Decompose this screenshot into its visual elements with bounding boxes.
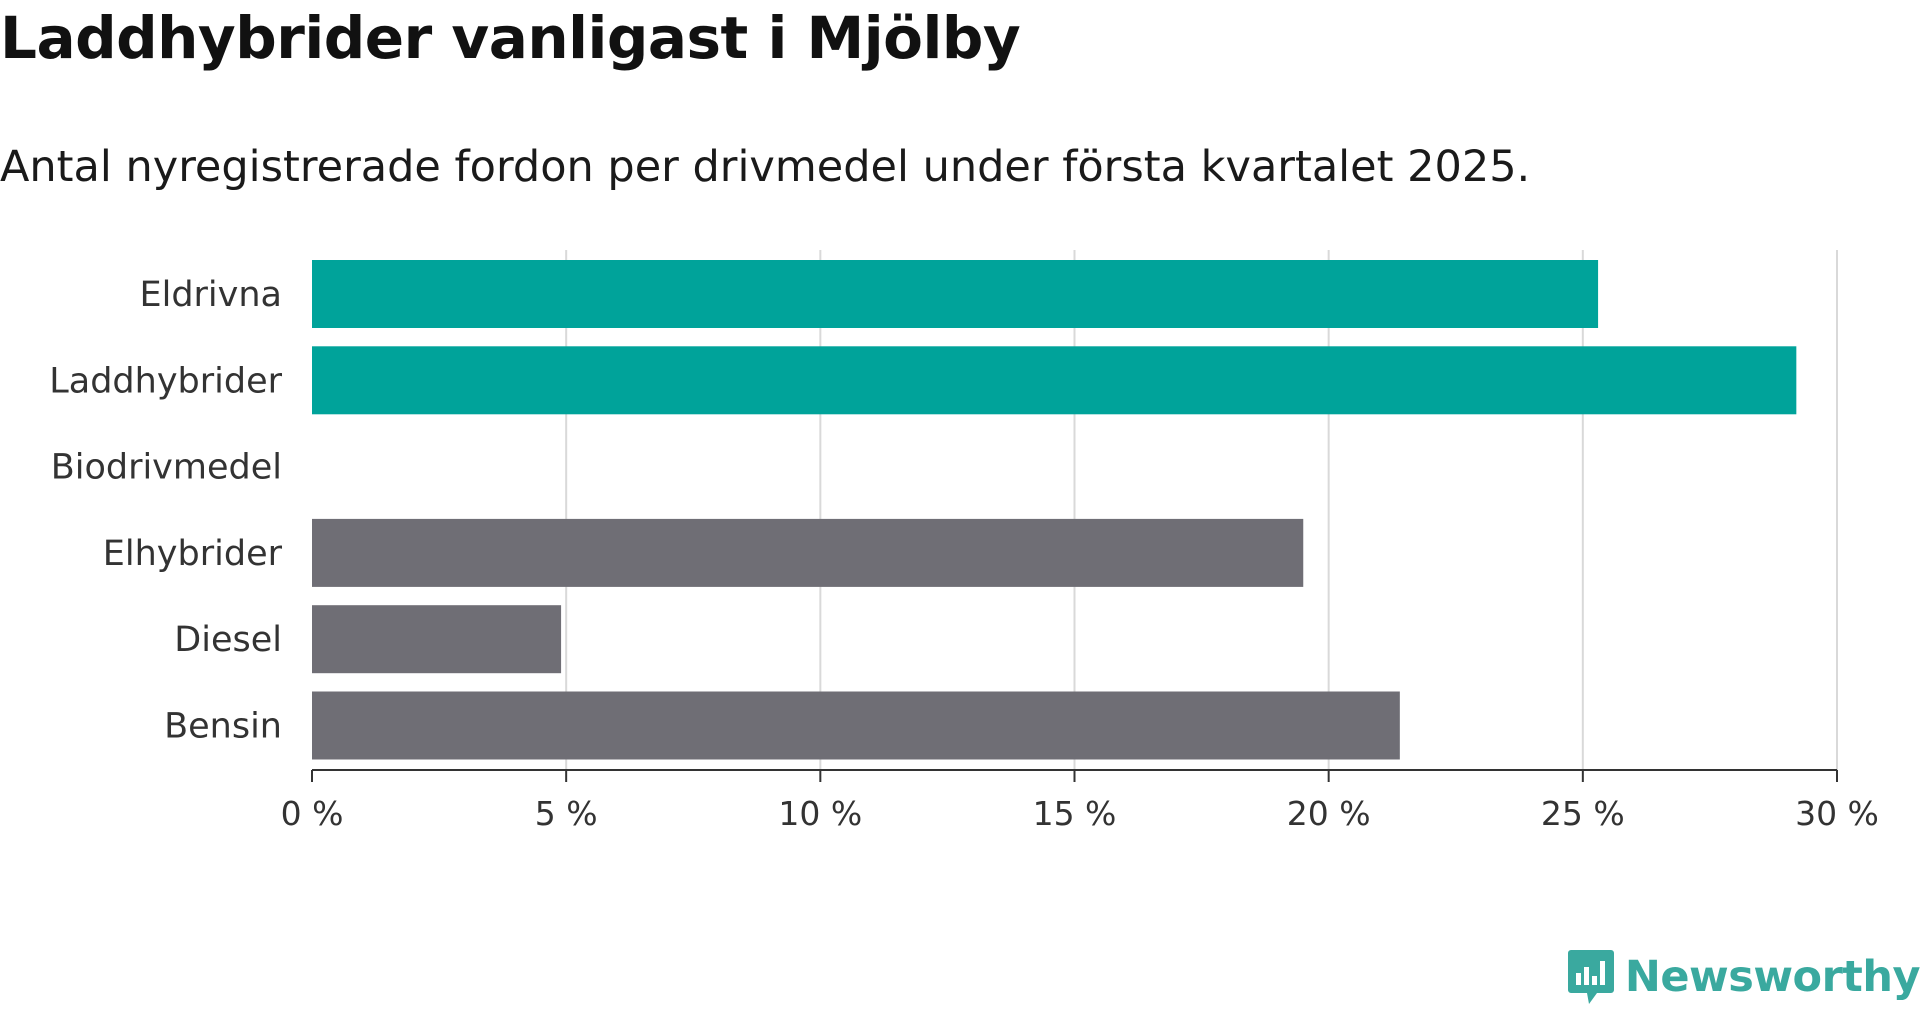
x-tick-label: 20 % bbox=[1287, 794, 1371, 833]
category-label: Diesel bbox=[174, 620, 282, 660]
chart-subtitle: Antal nyregistrerade fordon per drivmede… bbox=[0, 142, 1531, 192]
bar-elhybrider bbox=[312, 518, 1304, 587]
category-label: Biodrivmedel bbox=[51, 448, 282, 488]
tick-labels: 0 % 5 % 10 % 15 % 20 % 25 % 30 % bbox=[281, 794, 1879, 833]
brand-logo: Newsworthy bbox=[1567, 948, 1920, 1006]
brand-name: Newsworthy bbox=[1624, 952, 1920, 1002]
bar-bensin bbox=[312, 691, 1400, 760]
bars bbox=[312, 260, 1797, 760]
x-tick-label: 5 % bbox=[535, 794, 598, 833]
x-tick-label: 0 % bbox=[281, 794, 344, 833]
category-label: Bensin bbox=[164, 707, 282, 747]
bar-eldrivna bbox=[312, 260, 1599, 328]
category-label: Elhybrider bbox=[103, 534, 283, 574]
bar-chart: Eldrivna Laddhybrider Biodrivmedel Elhybrid… bbox=[49, 250, 1879, 833]
x-tick-label: 25 % bbox=[1541, 794, 1625, 833]
gridlines bbox=[565, 250, 1838, 770]
x-tick-label: 10 % bbox=[778, 794, 862, 833]
x-axis bbox=[311, 769, 1838, 782]
bar-diesel bbox=[312, 605, 562, 674]
category-labels: Eldrivna Laddhybrider Biodrivmedel Elhybrid… bbox=[49, 275, 282, 747]
x-tick-label: 15 % bbox=[1033, 794, 1117, 833]
newsworthy-logo-icon bbox=[1567, 950, 1614, 1004]
category-label: Laddhybrider bbox=[49, 361, 282, 401]
bar-laddhybrider bbox=[312, 346, 1797, 415]
x-tick-label: 30 % bbox=[1795, 794, 1879, 833]
category-label: Eldrivna bbox=[139, 275, 282, 315]
chart-title: Laddhybrider vanligast i Mjölby bbox=[0, 4, 1021, 72]
